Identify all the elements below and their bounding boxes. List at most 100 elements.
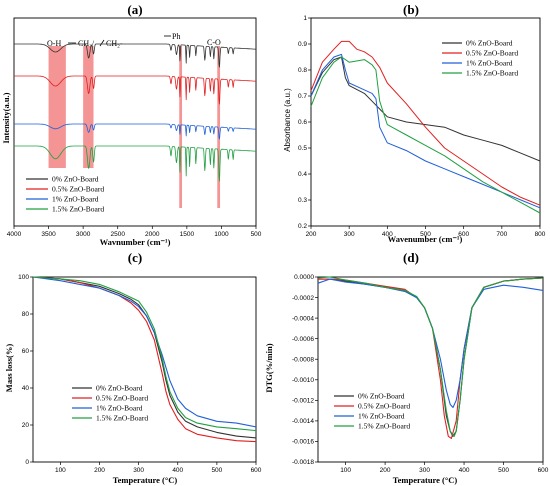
panel-b-title: (b) bbox=[403, 2, 419, 17]
panel-b-xlabel: Wavenumber (cm⁻¹) bbox=[388, 234, 463, 244]
panel-d-legend-label: 1.5% ZnO-Board bbox=[358, 422, 410, 431]
panel-c-legend-label: 0% ZnO-Board bbox=[96, 384, 143, 393]
panel-d-ytick-label: -0.0012 bbox=[292, 398, 314, 405]
panel-a-band bbox=[217, 46, 221, 208]
panel-b-series-2 bbox=[310, 53, 541, 209]
panel-a-xtick-label: 1500 bbox=[180, 231, 195, 238]
panel-d-ytick-label: -0.0002 bbox=[292, 295, 314, 302]
panel-b-ytick-label: 0.6 bbox=[298, 119, 307, 126]
panel-c-xtick-label: 100 bbox=[55, 467, 66, 474]
panel-a-band bbox=[48, 46, 66, 168]
panel-c-xtick-label: 500 bbox=[211, 467, 222, 474]
panel-c-ylabel: Mass loss(%) bbox=[4, 344, 14, 393]
panel-c-ytick-label: 80 bbox=[22, 311, 30, 318]
panel-d-xtick-label: 200 bbox=[380, 467, 391, 474]
panel-a-xtick-label: 2500 bbox=[110, 231, 125, 238]
panel-b-ytick-label: 0.5 bbox=[298, 145, 307, 152]
panel-c-ytick-label: 100 bbox=[18, 274, 29, 281]
panel-a-xtick-label: 4000 bbox=[7, 231, 22, 238]
panel-d-legend-label: 1% ZnO-Board bbox=[358, 412, 405, 421]
panel-c-xtick-label: 600 bbox=[251, 467, 262, 474]
panel-a-annotation-oh: O-H bbox=[47, 39, 61, 48]
panel-d-ytick-label: -0.0010 bbox=[292, 377, 314, 384]
panel-c-xtick-label: 200 bbox=[94, 467, 105, 474]
panel-b-ytick-label: 0.2 bbox=[298, 223, 307, 230]
panel-d-ytick-label: -0.0006 bbox=[292, 336, 314, 343]
panel-c-series-3 bbox=[32, 276, 257, 432]
panel-a-annotation-ch3: CH₃/ bbox=[78, 39, 95, 48]
panel-d-series-1 bbox=[318, 277, 544, 439]
panel-d-ytick-label: 0.0000 bbox=[294, 274, 314, 281]
panel-b-series-1 bbox=[310, 40, 541, 206]
panel-c-series-2 bbox=[32, 276, 257, 428]
panel-c-legend-label: 1.5% ZnO-Board bbox=[96, 414, 148, 423]
panel-a-series-3 bbox=[13, 145, 257, 182]
panel-a-annotation-ph: Ph bbox=[172, 32, 180, 41]
panel-b-ytick-label: 0.3 bbox=[298, 197, 307, 204]
panel-d-xtick-label: 400 bbox=[459, 467, 470, 474]
panel-b-legend-label: 0% ZnO-Board bbox=[466, 39, 513, 48]
panel-d-xtick-label: 500 bbox=[498, 467, 509, 474]
panel-c-title: (c) bbox=[128, 250, 142, 265]
panel-d-ytick-label: -0.0014 bbox=[292, 418, 314, 425]
panel-d-xtick-label: 600 bbox=[538, 467, 549, 474]
panel-a-series-2 bbox=[13, 123, 257, 140]
panel-a-legend-label: 0% ZnO-Board bbox=[52, 175, 99, 184]
panel-a-annotation-dash-2 bbox=[99, 39, 105, 47]
panel-d-series-2 bbox=[317, 278, 544, 409]
panel-b-legend-label: 1% ZnO-Board bbox=[466, 59, 513, 68]
panel-a-legend-label: 1.5% ZnO-Board bbox=[52, 205, 104, 214]
panel-a-series-1 bbox=[13, 75, 257, 105]
panel-a-title: (a) bbox=[127, 2, 142, 17]
panel-b-legend-label: 0.5% ZnO-Board bbox=[466, 49, 518, 58]
panel-b-xtick-label: 700 bbox=[496, 231, 507, 238]
panel-d-legend-label: 0.5% ZnO-Board bbox=[358, 402, 410, 411]
panel-c-frame bbox=[32, 276, 257, 463]
panel-d-xtick-label: 100 bbox=[340, 467, 351, 474]
panel-c-ytick-label: 0 bbox=[25, 459, 29, 466]
panel-a-annotation-ch2: CH₂- bbox=[106, 39, 123, 48]
panel-d-ytick-label: -0.0016 bbox=[292, 439, 314, 446]
panel-b-ytick-label: 0.9 bbox=[298, 41, 307, 48]
panel-d-ytick-label: -0.0004 bbox=[292, 315, 314, 322]
panel-a-xtick-label: 3000 bbox=[76, 231, 91, 238]
panel-c-xtick-label: 300 bbox=[133, 467, 144, 474]
panel-c-series-0 bbox=[32, 276, 257, 439]
panel-b-series-3 bbox=[310, 56, 541, 214]
panel-b-ylabel: Absorbance (a.u.) bbox=[283, 88, 292, 152]
panel-d-title: (d) bbox=[403, 250, 419, 265]
panel-b-xtick-label: 300 bbox=[344, 231, 355, 238]
panel-d-ytick-label: -0.0008 bbox=[292, 356, 314, 363]
panel-d-series-0 bbox=[318, 277, 544, 437]
panel-b-xtick-label: 400 bbox=[382, 231, 393, 238]
panel-d-ylabel: DTG(%/min) bbox=[264, 343, 274, 392]
panel-b-legend-label: 1.5% ZnO-Board bbox=[466, 69, 518, 78]
panel-c-xlabel: Temperature (°C) bbox=[113, 475, 178, 485]
panel-a-xlabel: Wavnumber (cm⁻¹) bbox=[100, 237, 171, 247]
panel-d-legend-label: 0% ZnO-Board bbox=[358, 392, 405, 401]
panel-b-ytick-label: 0.7 bbox=[298, 93, 307, 100]
panel-a-annotation-co: C-O bbox=[207, 38, 221, 47]
panel-c-xtick-label: 400 bbox=[172, 467, 183, 474]
panel-a-xtick-label: 500 bbox=[251, 231, 262, 238]
panel-b-ytick-label: 1 bbox=[303, 15, 307, 22]
panel-d-xlabel: Temperature (°C) bbox=[393, 475, 458, 485]
panel-a-ylabel: Intensity(a.u.) bbox=[1, 92, 11, 143]
panel-a-legend-label: 0.5% ZnO-Board bbox=[52, 185, 104, 194]
panel-a-legend-label: 1% ZnO-Board bbox=[52, 195, 99, 204]
panel-b-ytick-label: 0.8 bbox=[298, 67, 307, 74]
panel-b-ytick-label: 0.4 bbox=[298, 171, 307, 178]
panel-c-ytick-label: 20 bbox=[22, 422, 30, 429]
panel-a-series-0 bbox=[13, 43, 257, 68]
panel-a-band bbox=[83, 46, 94, 168]
panel-c-ytick-label: 40 bbox=[22, 385, 30, 392]
panel-a-xtick-label: 2000 bbox=[145, 231, 160, 238]
panel-b-xtick-label: 800 bbox=[535, 231, 546, 238]
panel-d-ytick-label: -0.0018 bbox=[292, 459, 314, 466]
panel-c-legend-label: 1% ZnO-Board bbox=[96, 404, 143, 413]
panel-a-frame bbox=[13, 17, 257, 227]
panel-b-xtick-label: 600 bbox=[458, 231, 469, 238]
panel-c-ytick-label: 60 bbox=[22, 348, 30, 355]
panel-d-xtick-label: 300 bbox=[419, 467, 430, 474]
panel-a-xtick-label: 3500 bbox=[41, 231, 56, 238]
